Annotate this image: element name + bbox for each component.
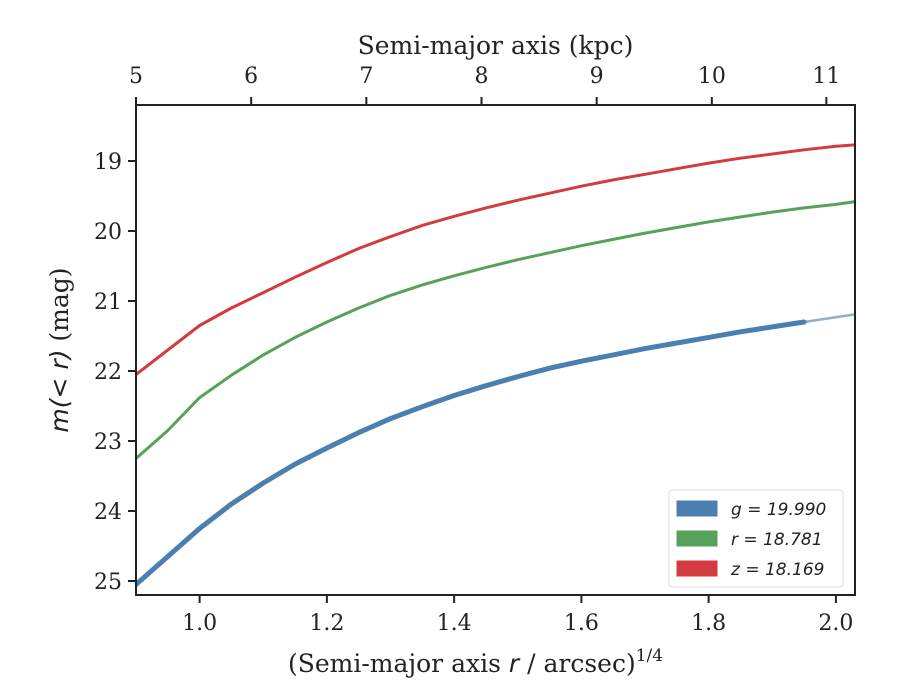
legend-swatch-z xyxy=(676,560,718,577)
top-tick-label: 6 xyxy=(244,64,258,89)
x-tick-label: 1.4 xyxy=(437,611,472,636)
y-tick-label: 19 xyxy=(94,150,122,175)
top-tick-label: 10 xyxy=(698,64,726,89)
x-axis-title-prefix: (Semi-major axis xyxy=(288,649,509,678)
legend-label-r: r = 18.781 xyxy=(731,530,823,550)
series-line-g xyxy=(136,319,807,587)
y-tick-label: 25 xyxy=(94,570,122,595)
x-tick-label: 1.8 xyxy=(691,611,726,636)
series-extension-g xyxy=(802,313,855,324)
legend-swatch-r xyxy=(676,530,718,547)
series-line-r xyxy=(136,200,855,460)
top-axis-title: Semi-major axis (kpc) xyxy=(358,31,634,60)
x-axis-title-sup: 1/4 xyxy=(636,646,663,666)
y-axis-title: m(< r) (mag) xyxy=(45,267,74,432)
top-tick-label: 7 xyxy=(359,64,373,89)
x-tick-label: 1.2 xyxy=(309,611,344,636)
x-axis-bottom: 1.0 1.2 1.4 1.6 1.8 2.0 xyxy=(182,595,853,636)
x-tick-label: 1.6 xyxy=(564,611,599,636)
y-tick-label: 23 xyxy=(94,430,122,455)
legend-swatch-g xyxy=(676,500,718,517)
y-tick-label: 22 xyxy=(94,360,122,385)
top-tick-label: 5 xyxy=(129,64,143,89)
x-axis-top: 5 6 7 8 9 10 11 xyxy=(129,64,840,105)
y-tick-label: 21 xyxy=(94,290,122,315)
y-axis-title-main: m(< r) xyxy=(45,350,74,433)
top-tick-label: 8 xyxy=(475,64,489,89)
x-axis-title-mid: / arcsec) xyxy=(519,649,636,678)
y-tick-label: 24 xyxy=(94,500,122,525)
x-tick-label: 1.0 xyxy=(182,611,217,636)
plot-frame xyxy=(135,104,856,596)
y-axis: 19 20 21 22 23 24 25 xyxy=(94,150,136,595)
y-tick-label: 20 xyxy=(94,220,122,245)
legend: g = 19.990 r = 18.781 z = 18.169 xyxy=(668,489,844,588)
top-tick-label: 11 xyxy=(812,64,840,89)
legend-label-g: g = 19.990 xyxy=(731,500,826,520)
top-tick-label: 9 xyxy=(590,64,604,89)
legend-label-z: z = 18.169 xyxy=(730,560,824,580)
y-axis-title-unit: (mag) xyxy=(45,267,74,349)
x-axis-title: (Semi-major axis r / arcsec)1/4 xyxy=(288,646,663,678)
series-line-z xyxy=(136,143,855,376)
x-axis-title-var: r xyxy=(509,649,521,678)
x-tick-label: 2.0 xyxy=(818,611,853,636)
